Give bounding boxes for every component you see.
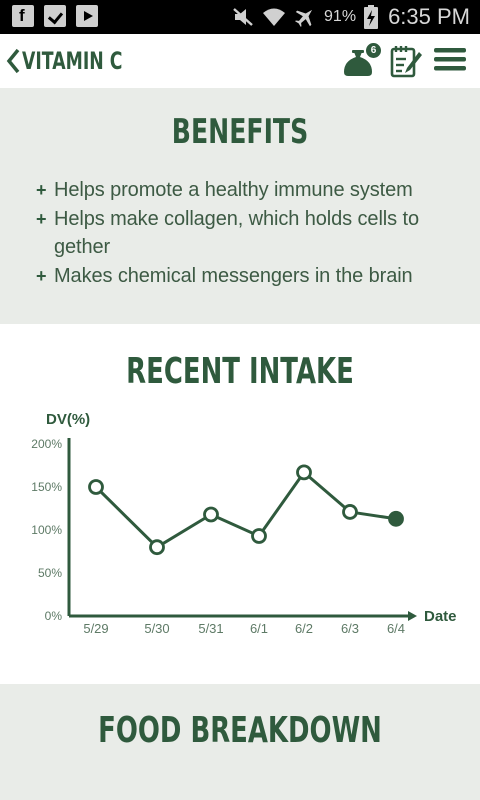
battery-charging-icon (364, 5, 379, 29)
x-tick-label: 6/1 (250, 621, 268, 636)
benefit-text: Makes chemical messengers in the brain (54, 264, 413, 287)
data-point (251, 528, 267, 544)
y-tick-label: 100% (31, 523, 62, 537)
recent-intake-chart: DV(%) Date 200% 150% 100% 50% 0% 5/29 5/30 5/31 6/… (31, 411, 457, 636)
x-tick-label: 6/3 (341, 621, 359, 636)
wifi-icon (262, 7, 286, 27)
status-bar: 91% 6:35 PM (0, 0, 480, 34)
x-axis-label: Date (424, 608, 457, 625)
data-point-latest (388, 510, 404, 527)
benefit-item: + Helps make collagen, which holds cells… (36, 205, 456, 262)
system-indicators: 91% 6:35 PM (232, 4, 470, 30)
x-tick-label: 6/2 (295, 621, 313, 636)
benefits-section (0, 88, 480, 324)
data-point (342, 504, 358, 520)
mute-icon (232, 6, 254, 28)
recent-intake-title: RECENT INTAKE (126, 351, 354, 392)
bag-icon (344, 50, 372, 76)
benefit-item: + Helps promote a healthy immune system (36, 176, 456, 205)
benefit-text: Helps make collagen, which holds cells t… (54, 207, 419, 259)
bag-count-badge: 6 (366, 43, 381, 58)
play-icon (76, 5, 98, 27)
x-tick-label: 5/30 (144, 621, 169, 636)
notepad-edit-icon (390, 46, 422, 78)
check-icon (44, 5, 66, 27)
facebook-icon (12, 5, 34, 27)
x-tick-label: 5/29 (83, 621, 108, 636)
x-tick-label: 5/31 (198, 621, 223, 636)
food-breakdown-section (0, 684, 480, 800)
x-tick-label: 6/4 (387, 621, 405, 636)
data-point (149, 539, 165, 556)
battery-percent: 91% (324, 8, 357, 25)
back-button[interactable]: VITAMIN C (6, 46, 167, 76)
app-header: VITAMIN C 6 (0, 34, 480, 88)
log-notes-button[interactable] (390, 44, 424, 78)
benefit-item: + Makes chemical messengers in the brain (36, 262, 456, 291)
benefits-title: BENEFITS (171, 112, 309, 152)
benefit-text: Helps promote a healthy immune system (54, 179, 413, 201)
clock: 6:35 PM (388, 4, 470, 29)
y-tick-label: 150% (31, 480, 62, 494)
supplement-bag-button[interactable]: 6 (342, 43, 382, 80)
data-point (296, 464, 312, 481)
benefits-list: + Helps promote a healthy immune system … (36, 176, 456, 290)
y-tick-label: 200% (31, 437, 62, 451)
x-axis-arrow (408, 611, 417, 621)
bullet-plus: + (36, 265, 47, 286)
y-tick-label: 50% (38, 566, 62, 580)
notification-icons (12, 5, 98, 27)
food-breakdown-title: FOOD BREAKDOWN (98, 710, 382, 751)
data-point (203, 506, 219, 523)
bullet-plus: + (36, 208, 47, 229)
y-tick-label: 0% (45, 609, 63, 623)
chevron-left-icon (6, 48, 20, 74)
page-title: VITAMIN C (22, 47, 123, 75)
data-point (88, 479, 104, 495)
bullet-plus: + (36, 180, 47, 200)
menu-button[interactable] (433, 44, 469, 78)
y-axis-label: DV(%) (46, 411, 90, 428)
airplane-mode-icon (294, 6, 316, 28)
hamburger-menu-icon (434, 48, 466, 71)
